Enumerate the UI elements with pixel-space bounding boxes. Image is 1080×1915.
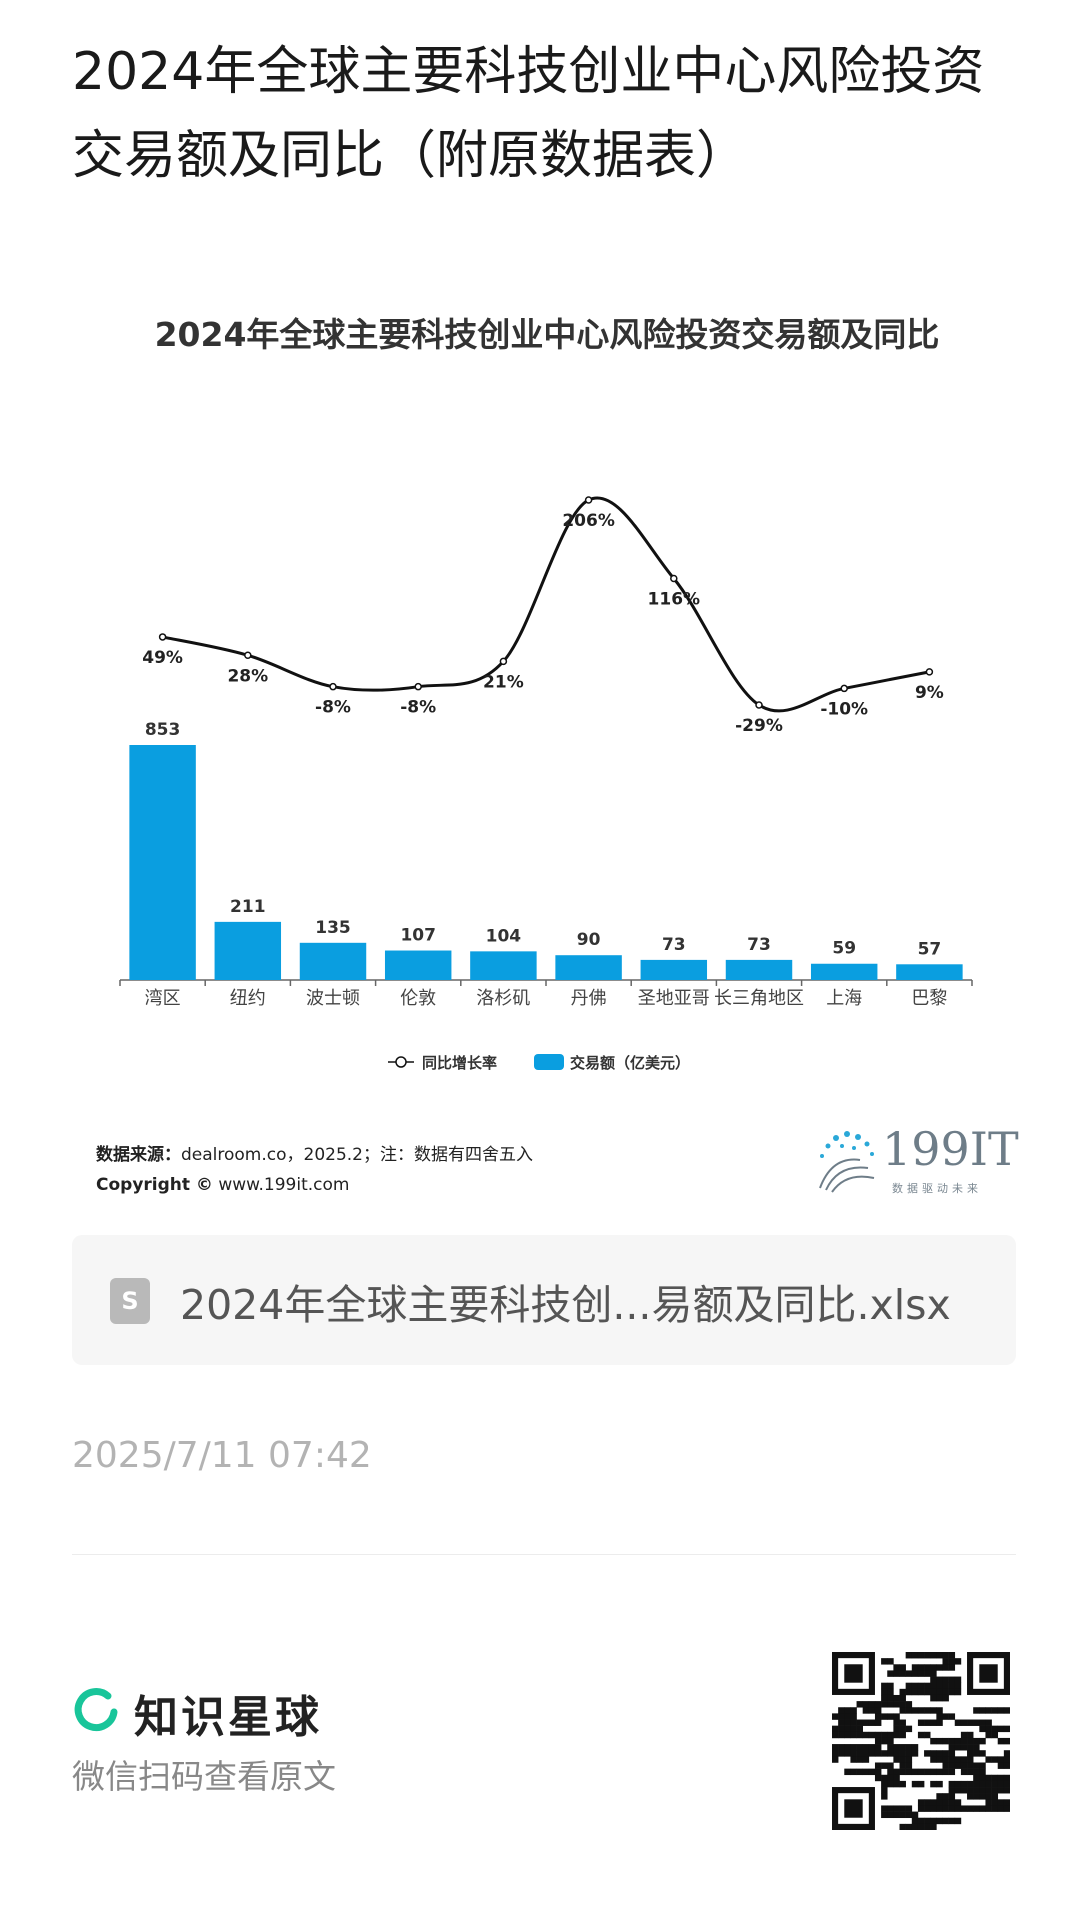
growth-label: 49% bbox=[142, 648, 183, 668]
growth-label: 116% bbox=[648, 590, 701, 610]
bar-value-label: 73 bbox=[662, 935, 686, 955]
growth-line bbox=[162, 496, 930, 713]
growth-label: -29% bbox=[735, 716, 783, 736]
chart-container: 2024年全球主要科技创业中心风险投资交易额及同比 853 湾区 211 纽约 135 波… bbox=[72, 290, 1022, 1210]
bar-value-label: 57 bbox=[918, 939, 942, 959]
category-label: 纽约 bbox=[230, 988, 266, 1009]
bar bbox=[640, 959, 708, 980]
bar bbox=[299, 942, 367, 980]
growth-label: -8% bbox=[315, 698, 351, 718]
spreadsheet-file-icon: S bbox=[110, 1278, 150, 1324]
qr-code[interactable] bbox=[832, 1652, 1010, 1830]
legend-label-growth: 同比增长率 bbox=[422, 1054, 497, 1072]
category-label: 洛杉矶 bbox=[476, 988, 530, 1009]
bar-value-label: 90 bbox=[577, 930, 601, 950]
bar bbox=[384, 950, 452, 980]
brand-name: 知识星球 bbox=[134, 1692, 322, 1743]
category-label: 圣地亚哥 bbox=[638, 988, 710, 1009]
bar bbox=[725, 959, 793, 980]
growth-point bbox=[755, 701, 763, 709]
category-label: 波士顿 bbox=[306, 988, 360, 1009]
growth-label: 206% bbox=[562, 511, 615, 531]
199it-logo: 199IT 数据驱动未来 bbox=[812, 1120, 1019, 1200]
divider bbox=[72, 1554, 1016, 1555]
growth-label: -8% bbox=[400, 698, 436, 718]
bar bbox=[470, 951, 537, 980]
bar bbox=[129, 745, 196, 980]
category-label: 湾区 bbox=[145, 988, 181, 1009]
category-label: 长三角地区 bbox=[714, 988, 804, 1009]
growth-point bbox=[329, 682, 337, 691]
bar-value-label: 104 bbox=[486, 926, 522, 946]
bar-value-label: 73 bbox=[747, 935, 771, 955]
logo-tagline: 数据驱动未来 bbox=[892, 1182, 982, 1195]
growth-label: 21% bbox=[483, 672, 524, 692]
legend-bar-swatch bbox=[534, 1054, 564, 1070]
copyright-label: Copyright © bbox=[96, 1175, 213, 1195]
bar-value-label: 107 bbox=[400, 926, 436, 946]
growth-point bbox=[840, 684, 848, 693]
dot-fan-icon bbox=[819, 1131, 875, 1193]
legend-line-marker bbox=[395, 1056, 407, 1068]
growth-point bbox=[670, 574, 678, 583]
logo-text: 199IT bbox=[882, 1122, 1019, 1176]
growth-point bbox=[244, 651, 252, 660]
bar-value-label: 211 bbox=[230, 897, 265, 917]
bar bbox=[896, 964, 963, 980]
category-label: 伦敦 bbox=[400, 988, 436, 1009]
growth-point bbox=[584, 496, 593, 504]
growth-point bbox=[414, 682, 422, 691]
growth-point bbox=[158, 633, 167, 641]
growth-label: 28% bbox=[227, 666, 268, 686]
attachment-filename: 2024年全球主要科技创...易额及同比.xlsx bbox=[180, 1281, 951, 1329]
growth-point bbox=[925, 668, 934, 676]
category-label: 上海 bbox=[826, 988, 862, 1009]
scan-instruction: 微信扫码查看原文 bbox=[72, 1757, 336, 1796]
category-label: 丹佛 bbox=[571, 988, 607, 1009]
growth-label: 9% bbox=[915, 683, 944, 703]
bar-value-label: 59 bbox=[832, 939, 856, 959]
growth-label: -10% bbox=[820, 699, 868, 719]
bar bbox=[810, 963, 878, 980]
chart-title: 2024年全球主要科技创业中心风险投资交易额及同比 bbox=[154, 315, 940, 354]
page-title: 2024年全球主要科技创业中心风险投资交易额及同比（附原数据表） bbox=[72, 42, 985, 186]
post-timestamp: 2025/7/11 07:42 bbox=[72, 1435, 372, 1476]
source-label: 数据来源： bbox=[96, 1145, 181, 1165]
bar-value-label: 135 bbox=[315, 918, 351, 938]
category-label: 巴黎 bbox=[911, 988, 947, 1009]
growth-point bbox=[499, 657, 508, 666]
copyright-text: www.199it.com bbox=[218, 1175, 350, 1195]
bar bbox=[214, 921, 282, 980]
zsxq-logo-icon bbox=[74, 1688, 118, 1732]
bar-value-label: 853 bbox=[145, 720, 181, 740]
bar bbox=[555, 955, 622, 980]
legend-label-amount: 交易额（亿美元） bbox=[570, 1054, 690, 1072]
bar-line-chart: 853 湾区 211 纽约 135 波士顿 107 伦敦 104 洛杉矶 90 丹佛 73 圣地亚哥 73 长… bbox=[119, 496, 973, 1072]
data-source: 数据来源：dealroom.co，2025.2；注：数据有四舍五入 Copyri… bbox=[96, 1140, 533, 1200]
source-text: dealroom.co，2025.2；注：数据有四舍五入 bbox=[181, 1145, 534, 1165]
attachment-card[interactable]: S 2024年全球主要科技创...易额及同比.xlsx bbox=[72, 1235, 1016, 1365]
